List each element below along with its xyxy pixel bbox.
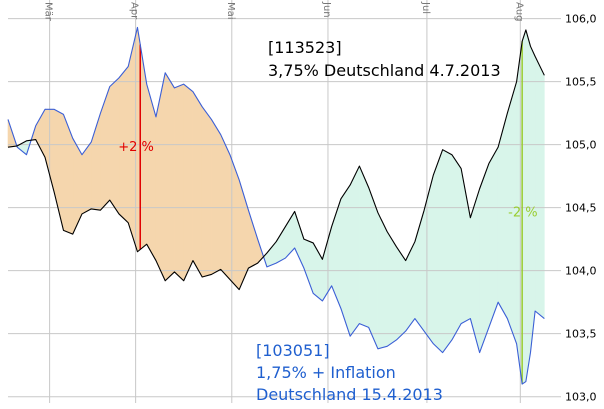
blue-bond-description-line1: 1,75% + Inflation bbox=[256, 363, 396, 382]
fill-black-above bbox=[349, 165, 360, 338]
series-lines bbox=[7, 26, 545, 385]
blue-bond-code: [103051] bbox=[256, 341, 330, 360]
fill-black-above bbox=[534, 56, 545, 320]
fill-black-above bbox=[451, 153, 462, 342]
fill-blue-above bbox=[164, 71, 175, 282]
y-tick-label: 103,5 bbox=[565, 328, 597, 341]
x-month-label: Mär bbox=[43, 2, 54, 22]
x-month-label: Mai bbox=[225, 2, 236, 20]
x-month-label: Jun bbox=[321, 1, 332, 18]
fill-black-above bbox=[396, 245, 406, 341]
fill-black-above bbox=[433, 149, 443, 354]
plus-marker-label: +2 % bbox=[118, 140, 154, 155]
fill-blue-above bbox=[183, 83, 194, 281]
minus-marker-label: -2 % bbox=[508, 206, 537, 221]
x-month-label: Aug bbox=[513, 2, 524, 22]
y-tick-label: 105,5 bbox=[565, 76, 597, 89]
fill-black-above bbox=[530, 46, 536, 353]
fill-blue-above bbox=[211, 118, 221, 275]
series-line-black bbox=[7, 29, 545, 291]
annotation-blue-bond: [103051] 1,75% + Inflation Deutschland 1… bbox=[256, 341, 443, 404]
blue-bond-description-line2: Deutschland 15.4.2013 bbox=[256, 385, 443, 404]
annotation-black-bond: [113523] 3,75% Deutschland 4.7.2013 bbox=[268, 38, 501, 80]
fill-black-above bbox=[442, 149, 453, 354]
y-tick-label: 104,5 bbox=[565, 202, 597, 215]
series-line-blue bbox=[7, 26, 545, 385]
difference-fills bbox=[7, 27, 545, 385]
fill-blue-above bbox=[201, 105, 212, 278]
fill-black-above bbox=[479, 163, 490, 353]
fill-black-above bbox=[377, 212, 388, 350]
axis-labels: 106,0 105,5 105,0 104,5 104,0 103,5 103,0 Mär Ap… bbox=[43, 1, 597, 404]
x-month-label: Apr bbox=[129, 2, 140, 20]
fill-black-above bbox=[488, 146, 499, 328]
fill-blue-above bbox=[220, 134, 231, 281]
fill-blue-above bbox=[174, 83, 184, 282]
y-tick-label: 104,0 bbox=[565, 265, 597, 278]
fill-black-above bbox=[368, 187, 379, 349]
x-month-label: Jul bbox=[420, 1, 431, 14]
fill-black-above bbox=[359, 165, 369, 328]
fill-black-above bbox=[386, 230, 397, 347]
y-tick-label: 106,0 bbox=[565, 13, 597, 26]
y-tick-label: 103,0 bbox=[565, 391, 597, 404]
black-bond-description: 3,75% Deutschland 4.7.2013 bbox=[268, 61, 501, 80]
y-tick-label: 105,0 bbox=[565, 139, 597, 152]
difference-markers: +2 % -2 % bbox=[118, 41, 538, 385]
black-bond-code: [113523] bbox=[268, 38, 342, 57]
fill-blue-above bbox=[192, 90, 203, 279]
